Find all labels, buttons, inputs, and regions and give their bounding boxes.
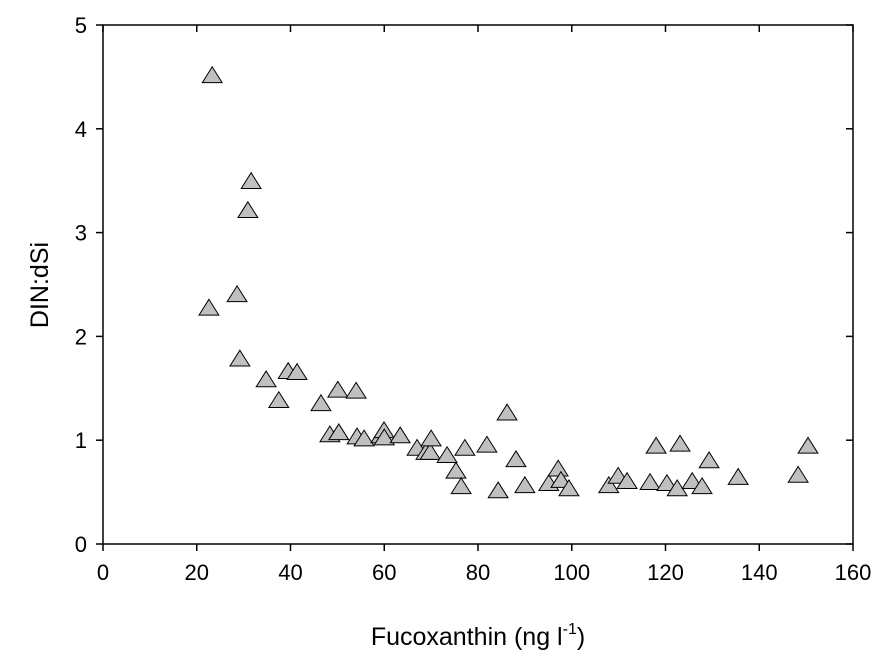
x-tick-label: 100 [553, 560, 590, 585]
data-point [327, 380, 349, 398]
data-point [550, 470, 572, 488]
data-point [547, 459, 569, 477]
data-point [310, 393, 332, 412]
plot-frame [102, 24, 854, 545]
data-point [616, 471, 638, 489]
x-tick-label: 20 [185, 560, 209, 585]
data-point [450, 476, 472, 495]
data-point [558, 479, 580, 497]
data-point [237, 200, 259, 219]
y-tick-label: 0 [75, 532, 87, 557]
data-point [487, 481, 509, 499]
x-axis-label: Fucoxanthin (ng l-1) [371, 621, 585, 651]
data-point [419, 442, 441, 460]
data-point [669, 434, 691, 452]
data-point [656, 473, 678, 492]
x-tick-label: 60 [372, 560, 396, 585]
data-point [496, 403, 518, 421]
data-point [240, 171, 262, 189]
x-tick-label: 0 [97, 560, 109, 585]
data-point [420, 429, 442, 447]
data-point [327, 422, 350, 441]
data-point [505, 449, 527, 468]
x-tick-label: 160 [835, 560, 872, 585]
data-point [286, 362, 308, 380]
y-tick-label: 2 [75, 324, 87, 349]
x-tick-label: 140 [741, 560, 778, 585]
data-point [226, 284, 248, 303]
data-point [645, 436, 667, 454]
data-point [698, 451, 720, 469]
data-point [639, 472, 661, 491]
data-point [797, 436, 819, 454]
x-axis-label-text: Fucoxanthin (ng l [371, 623, 563, 651]
x-axis-label-superscript: -1 [563, 621, 577, 638]
data-point [691, 476, 713, 495]
data-point [389, 426, 411, 444]
y-axis-label: DIN:dSi [26, 242, 54, 328]
data-point [345, 381, 367, 399]
y-tick-label: 1 [75, 428, 87, 453]
data-point [445, 461, 467, 479]
x-axis-label-suffix: ) [577, 623, 585, 651]
data-point [476, 435, 498, 453]
data-point [514, 475, 536, 494]
data-point [255, 370, 277, 388]
data-point [727, 467, 749, 485]
data-point [436, 445, 458, 464]
data-point [229, 349, 251, 367]
x-tick-label: 80 [466, 560, 490, 585]
y-tick-label: 3 [75, 221, 87, 246]
y-tick-label: 4 [75, 117, 87, 142]
x-tick-label: 40 [278, 560, 302, 585]
data-point [353, 429, 375, 447]
data-point [787, 465, 809, 483]
data-point [597, 475, 620, 494]
data-point [267, 390, 290, 409]
data-point [681, 471, 704, 489]
data-point [201, 65, 224, 84]
x-tick-label: 120 [647, 560, 684, 585]
data-point [198, 298, 220, 316]
y-tick-label: 5 [75, 13, 87, 38]
data-point [454, 438, 476, 456]
data-point [373, 428, 396, 446]
